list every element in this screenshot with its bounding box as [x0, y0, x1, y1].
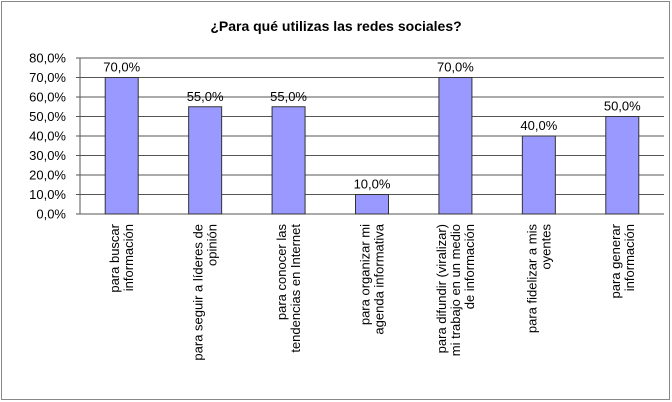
- x-tick-label: para generar: [608, 223, 623, 298]
- x-tick-label: para buscar: [107, 223, 122, 292]
- x-tick-label-group: para fidelizar a mis oyentes: [524, 224, 553, 334]
- x-tick-label-group: para organizar mi agenda informativa: [358, 223, 387, 334]
- x-tick-label: información: [622, 224, 637, 291]
- bar: [104, 77, 139, 215]
- x-tick-label: opinión: [205, 224, 220, 266]
- data-label: 50,0%: [604, 99, 641, 114]
- y-tick-label: 80,0%: [29, 51, 66, 66]
- x-tick-label-group: para generar información: [608, 223, 637, 298]
- x-tick-label: para difundir (viralizar): [434, 224, 449, 353]
- data-label: 70,0%: [437, 60, 474, 75]
- bar: [605, 116, 640, 215]
- x-tick-label-group: para difundir (viralizar) mi trabajo en u…: [434, 224, 477, 356]
- y-tick-label: 0,0%: [36, 207, 66, 222]
- data-label: 55,0%: [270, 89, 307, 104]
- chart-title: ¿Para qué utilizas las redes sociales?: [210, 18, 461, 34]
- x-tick-label: para seguir a líderes de: [191, 224, 206, 361]
- x-tick-label-group: para conocer las tendencias en Internet: [274, 224, 303, 353]
- x-tick-label: mi trabajo en un medio: [448, 224, 463, 356]
- y-tick-label: 70,0%: [29, 70, 66, 85]
- x-tick-label: información: [121, 224, 136, 291]
- data-label: 40,0%: [520, 118, 557, 133]
- bar: [438, 77, 473, 215]
- x-tick-label: para conocer las: [274, 224, 289, 321]
- x-tick-label: oyentes: [538, 224, 553, 270]
- x-tick-label: para organizar mi: [358, 224, 373, 325]
- y-tick-label: 30,0%: [29, 148, 66, 163]
- x-tick-label-group: para seguir a líderes de opinión: [191, 224, 220, 361]
- y-tick-label: 50,0%: [29, 109, 66, 124]
- bar: [271, 106, 306, 215]
- bar: [521, 135, 556, 215]
- x-tick-label-group: para buscar información: [107, 223, 136, 292]
- data-label: 55,0%: [187, 89, 224, 104]
- bar: [355, 194, 389, 215]
- x-tick-label: tendencias en Internet: [288, 224, 303, 353]
- y-tick-label: 60,0%: [29, 90, 66, 105]
- x-tick-label: agenda informativa: [372, 223, 387, 334]
- y-tick-label: 40,0%: [29, 129, 66, 144]
- y-tick-label: 10,0%: [29, 187, 66, 202]
- bar: [188, 106, 223, 215]
- data-label: 10,0%: [354, 177, 391, 192]
- x-tick-label: de información: [462, 224, 477, 309]
- y-tick-label: 20,0%: [29, 168, 66, 183]
- x-tick-label: para fidelizar a mis: [524, 224, 539, 334]
- data-label: 70,0%: [103, 60, 140, 75]
